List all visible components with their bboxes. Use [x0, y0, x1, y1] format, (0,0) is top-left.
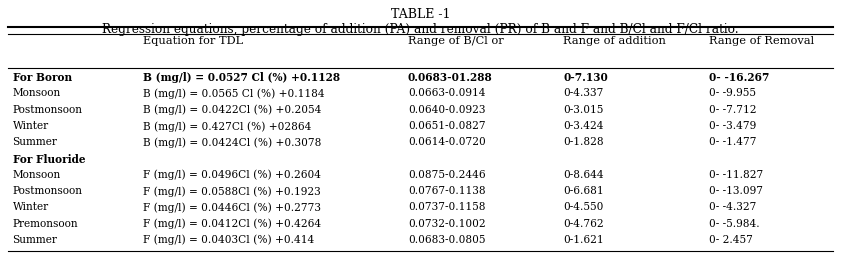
Text: B (mg/l) = 0.0424Cl (%) +0.3078: B (mg/l) = 0.0424Cl (%) +0.3078 [143, 137, 321, 148]
Text: 0-6.681: 0-6.681 [563, 186, 604, 196]
Text: F (mg/l) = 0.0496Cl (%) +0.2604: F (mg/l) = 0.0496Cl (%) +0.2604 [143, 170, 321, 180]
Text: 0.0651-0.0827: 0.0651-0.0827 [408, 121, 485, 131]
Text: 0- 2.457: 0- 2.457 [709, 235, 753, 245]
Text: 0- -13.097: 0- -13.097 [709, 186, 763, 196]
Text: Postmonsoon: Postmonsoon [13, 105, 82, 115]
Text: 0.0683-01.288: 0.0683-01.288 [408, 72, 493, 83]
Text: 0.0663-0.0914: 0.0663-0.0914 [408, 88, 485, 99]
Text: 0- -4.327: 0- -4.327 [709, 202, 756, 212]
Text: F (mg/l) = 0.0588Cl (%) +0.1923: F (mg/l) = 0.0588Cl (%) +0.1923 [143, 186, 320, 197]
Text: B (mg/l) = 0.0422Cl (%) +0.2054: B (mg/l) = 0.0422Cl (%) +0.2054 [143, 105, 321, 115]
Text: 0.0737-0.1158: 0.0737-0.1158 [408, 202, 485, 212]
Text: B (mg/l) = 0.0527 Cl (%) +0.1128: B (mg/l) = 0.0527 Cl (%) +0.1128 [143, 72, 340, 83]
Text: Postmonsoon: Postmonsoon [13, 186, 82, 196]
Text: For Boron: For Boron [13, 72, 71, 83]
Text: 0- -7.712: 0- -7.712 [709, 105, 756, 115]
Text: Monsoon: Monsoon [13, 170, 61, 180]
Text: 0-4.550: 0-4.550 [563, 202, 604, 212]
Text: Monsoon: Monsoon [13, 88, 61, 99]
Text: 0-4.337: 0-4.337 [563, 88, 604, 99]
Text: 0.0614-0.0720: 0.0614-0.0720 [408, 137, 485, 147]
Text: 0-7.130: 0-7.130 [563, 72, 608, 83]
Text: 0-1.621: 0-1.621 [563, 235, 604, 245]
Text: 0.0683-0.0805: 0.0683-0.0805 [408, 235, 485, 245]
Text: B (mg/l) = 0.0565 Cl (%) +0.1184: B (mg/l) = 0.0565 Cl (%) +0.1184 [143, 88, 325, 99]
Text: Winter: Winter [13, 202, 49, 212]
Text: TABLE -1: TABLE -1 [391, 8, 450, 21]
Text: 0- -11.827: 0- -11.827 [709, 170, 764, 180]
Text: Summer: Summer [13, 137, 57, 147]
Text: 0-8.644: 0-8.644 [563, 170, 604, 180]
Text: Equation for TDL: Equation for TDL [143, 36, 243, 46]
Text: 0.0767-0.1138: 0.0767-0.1138 [408, 186, 485, 196]
Text: 0-3.015: 0-3.015 [563, 105, 604, 115]
Text: 0-1.828: 0-1.828 [563, 137, 604, 147]
Text: 0- -5.984.: 0- -5.984. [709, 219, 759, 229]
Text: Summer: Summer [13, 235, 57, 245]
Text: 0- -3.479: 0- -3.479 [709, 121, 756, 131]
Text: Regression equations, percentage of addition (PA) and removal (PR) of B and F an: Regression equations, percentage of addi… [103, 23, 738, 36]
Text: Premonsoon: Premonsoon [13, 219, 78, 229]
Text: B (mg/l) = 0.427Cl (%) +02864: B (mg/l) = 0.427Cl (%) +02864 [143, 121, 311, 132]
Text: 0- -16.267: 0- -16.267 [709, 72, 770, 83]
Text: Winter: Winter [13, 121, 49, 131]
Text: 0.0640-0.0923: 0.0640-0.0923 [408, 105, 485, 115]
Text: 0- -9.955: 0- -9.955 [709, 88, 756, 99]
Text: Range of addition: Range of addition [563, 36, 666, 46]
Text: 0- -1.477: 0- -1.477 [709, 137, 756, 147]
Text: F (mg/l) = 0.0403Cl (%) +0.414: F (mg/l) = 0.0403Cl (%) +0.414 [143, 235, 315, 245]
Text: Range of B/Cl or: Range of B/Cl or [408, 36, 504, 46]
Text: F (mg/l) = 0.0412Cl (%) +0.4264: F (mg/l) = 0.0412Cl (%) +0.4264 [143, 219, 321, 229]
Text: F (mg/l) = 0.0446Cl (%) +0.2773: F (mg/l) = 0.0446Cl (%) +0.2773 [143, 202, 321, 213]
Text: 0.0732-0.1002: 0.0732-0.1002 [408, 219, 485, 229]
Text: For Fluoride: For Fluoride [13, 154, 85, 165]
Text: 0-4.762: 0-4.762 [563, 219, 604, 229]
Text: Range of Removal: Range of Removal [709, 36, 814, 46]
Text: 0.0875-0.2446: 0.0875-0.2446 [408, 170, 485, 180]
Text: 0-3.424: 0-3.424 [563, 121, 604, 131]
